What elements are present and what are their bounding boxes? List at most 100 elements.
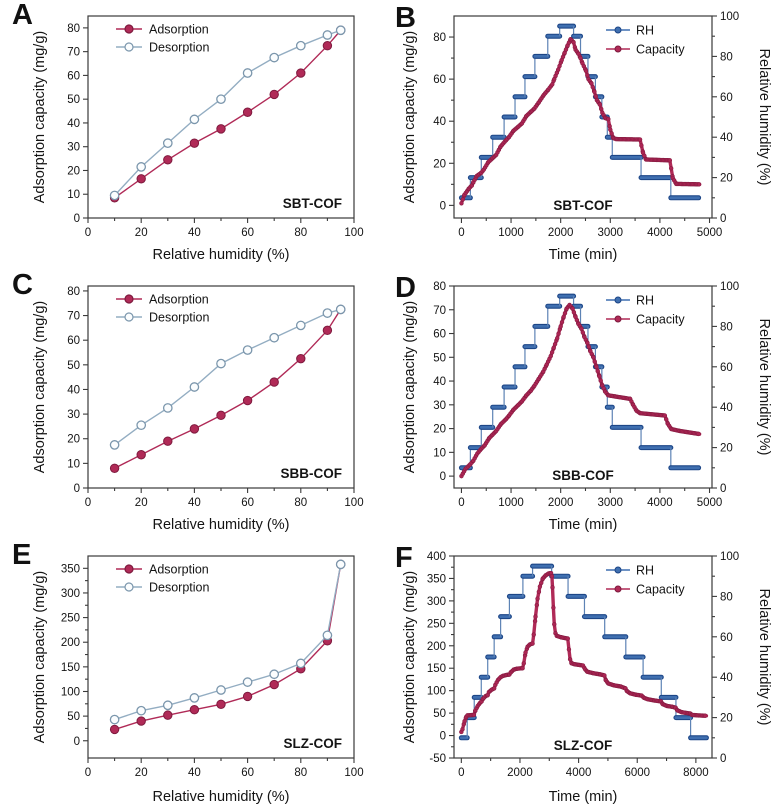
svg-text:20: 20 — [720, 443, 733, 455]
svg-text:8000: 8000 — [683, 767, 709, 779]
svg-text:0: 0 — [440, 200, 446, 212]
svg-text:60: 60 — [720, 632, 733, 644]
svg-text:50: 50 — [433, 708, 446, 720]
svg-text:250: 250 — [61, 613, 80, 625]
svg-text:10: 10 — [67, 458, 80, 470]
svg-text:Desorption: Desorption — [149, 311, 209, 325]
svg-text:20: 20 — [135, 227, 148, 239]
svg-text:70: 70 — [433, 305, 446, 317]
svg-text:60: 60 — [433, 74, 446, 86]
svg-text:4000: 4000 — [647, 497, 673, 509]
svg-text:5000: 5000 — [697, 497, 723, 509]
panel-e: E 0 20 40 60 80 100 0 50 100 150 200 250 300 350 Relat… — [0, 539, 390, 812]
svg-text:0: 0 — [440, 731, 446, 743]
svg-text:RH: RH — [636, 294, 654, 308]
svg-text:40: 40 — [433, 376, 446, 388]
svg-text:50: 50 — [67, 360, 80, 372]
svg-text:Adsorption capacity (mg/g): Adsorption capacity (mg/g) — [402, 31, 418, 203]
panel-letter-c: C — [12, 269, 33, 301]
svg-text:70: 70 — [67, 311, 80, 323]
svg-text:80: 80 — [67, 286, 80, 298]
svg-text:60: 60 — [241, 227, 254, 239]
chart-a-sbt-cof-isotherm: 0 20 40 60 80 100 0 10 20 30 40 50 60 70 80 Relative hu… — [32, 15, 364, 263]
svg-text:Capacity: Capacity — [636, 583, 685, 597]
svg-text:0: 0 — [720, 753, 726, 765]
svg-text:20: 20 — [67, 434, 80, 446]
svg-text:80: 80 — [433, 281, 446, 293]
svg-text:80: 80 — [294, 497, 307, 509]
svg-text:80: 80 — [720, 51, 733, 63]
svg-text:1000: 1000 — [498, 227, 524, 239]
svg-text:40: 40 — [188, 227, 201, 239]
svg-text:SBB-COF: SBB-COF — [552, 468, 614, 483]
svg-text:SLZ-COF: SLZ-COF — [284, 736, 343, 751]
svg-text:Time (min): Time (min) — [549, 517, 618, 533]
svg-text:Desorption: Desorption — [149, 41, 209, 55]
svg-text:40: 40 — [720, 132, 733, 144]
svg-text:Relative humidity (%): Relative humidity (%) — [153, 789, 290, 805]
panel-b: B 0 1000 2000 3000 4000 5000 0 20 40 60 80 0 20 40 60 8… — [390, 0, 780, 272]
svg-text:80: 80 — [720, 321, 733, 333]
svg-text:100: 100 — [720, 551, 739, 563]
svg-text:100: 100 — [427, 686, 446, 698]
svg-text:40: 40 — [720, 402, 733, 414]
svg-text:300: 300 — [61, 588, 80, 600]
chart-b-sbt-cof-cycling: 0 1000 2000 3000 4000 5000 0 20 40 60 80 0 20 40 60 80 1… — [402, 11, 772, 263]
svg-text:60: 60 — [67, 335, 80, 347]
svg-text:0: 0 — [85, 767, 91, 779]
svg-text:150: 150 — [427, 663, 446, 675]
svg-text:80: 80 — [294, 767, 307, 779]
svg-text:100: 100 — [61, 686, 80, 698]
svg-text:60: 60 — [67, 70, 80, 82]
svg-text:20: 20 — [433, 424, 446, 436]
svg-text:60: 60 — [241, 767, 254, 779]
svg-text:Time (min): Time (min) — [549, 789, 618, 805]
svg-text:80: 80 — [433, 32, 446, 44]
svg-text:-50: -50 — [429, 753, 446, 765]
svg-text:20: 20 — [720, 173, 733, 185]
svg-text:0: 0 — [74, 736, 80, 748]
svg-text:40: 40 — [433, 116, 446, 128]
svg-text:5000: 5000 — [697, 227, 723, 239]
svg-text:40: 40 — [188, 767, 201, 779]
svg-text:6000: 6000 — [624, 767, 650, 779]
panel-d: D 0 1000 2000 3000 4000 5000 0 10 20 30 40 50 60 70 80… — [390, 270, 780, 542]
svg-text:Adsorption: Adsorption — [149, 23, 209, 37]
svg-text:100: 100 — [720, 281, 739, 293]
svg-text:60: 60 — [241, 497, 254, 509]
svg-text:200: 200 — [427, 641, 446, 653]
svg-text:20: 20 — [135, 767, 148, 779]
svg-text:40: 40 — [720, 672, 733, 684]
svg-text:70: 70 — [67, 47, 80, 59]
panel-letter-e: E — [12, 539, 32, 571]
svg-text:Capacity: Capacity — [636, 43, 685, 57]
svg-text:Adsorption capacity (mg/g): Adsorption capacity (mg/g) — [32, 31, 48, 203]
panel-letter-b: B — [395, 2, 416, 34]
svg-text:Capacity: Capacity — [636, 313, 685, 327]
chart-c-sbb-cof-isotherm: 0 20 40 60 80 100 0 10 20 30 40 50 60 70 80 Relative hu… — [32, 285, 364, 533]
svg-text:300: 300 — [427, 596, 446, 608]
svg-text:30: 30 — [433, 400, 446, 412]
svg-text:60: 60 — [720, 362, 733, 374]
svg-text:Relative humidity (%): Relative humidity (%) — [756, 319, 772, 456]
svg-text:100: 100 — [344, 767, 363, 779]
svg-text:20: 20 — [720, 713, 733, 725]
svg-text:80: 80 — [294, 227, 307, 239]
svg-text:350: 350 — [427, 573, 446, 585]
chart-e-slz-cof-isotherm: 0 20 40 60 80 100 0 50 100 150 200 250 300 350 Relativ… — [32, 555, 364, 805]
svg-text:4000: 4000 — [566, 767, 592, 779]
svg-text:Relative humidity (%): Relative humidity (%) — [756, 49, 772, 186]
svg-text:350: 350 — [61, 563, 80, 575]
svg-text:50: 50 — [67, 94, 80, 106]
svg-text:50: 50 — [67, 711, 80, 723]
svg-text:100: 100 — [344, 227, 363, 239]
svg-text:SBB-COF: SBB-COF — [281, 466, 343, 481]
svg-text:0: 0 — [440, 471, 446, 483]
svg-text:0: 0 — [74, 483, 80, 495]
svg-text:Adsorption: Adsorption — [149, 293, 209, 307]
svg-text:Relative humidity (%): Relative humidity (%) — [756, 589, 772, 726]
svg-text:Desorption: Desorption — [149, 581, 209, 595]
svg-text:20: 20 — [135, 497, 148, 509]
svg-text:0: 0 — [85, 227, 91, 239]
